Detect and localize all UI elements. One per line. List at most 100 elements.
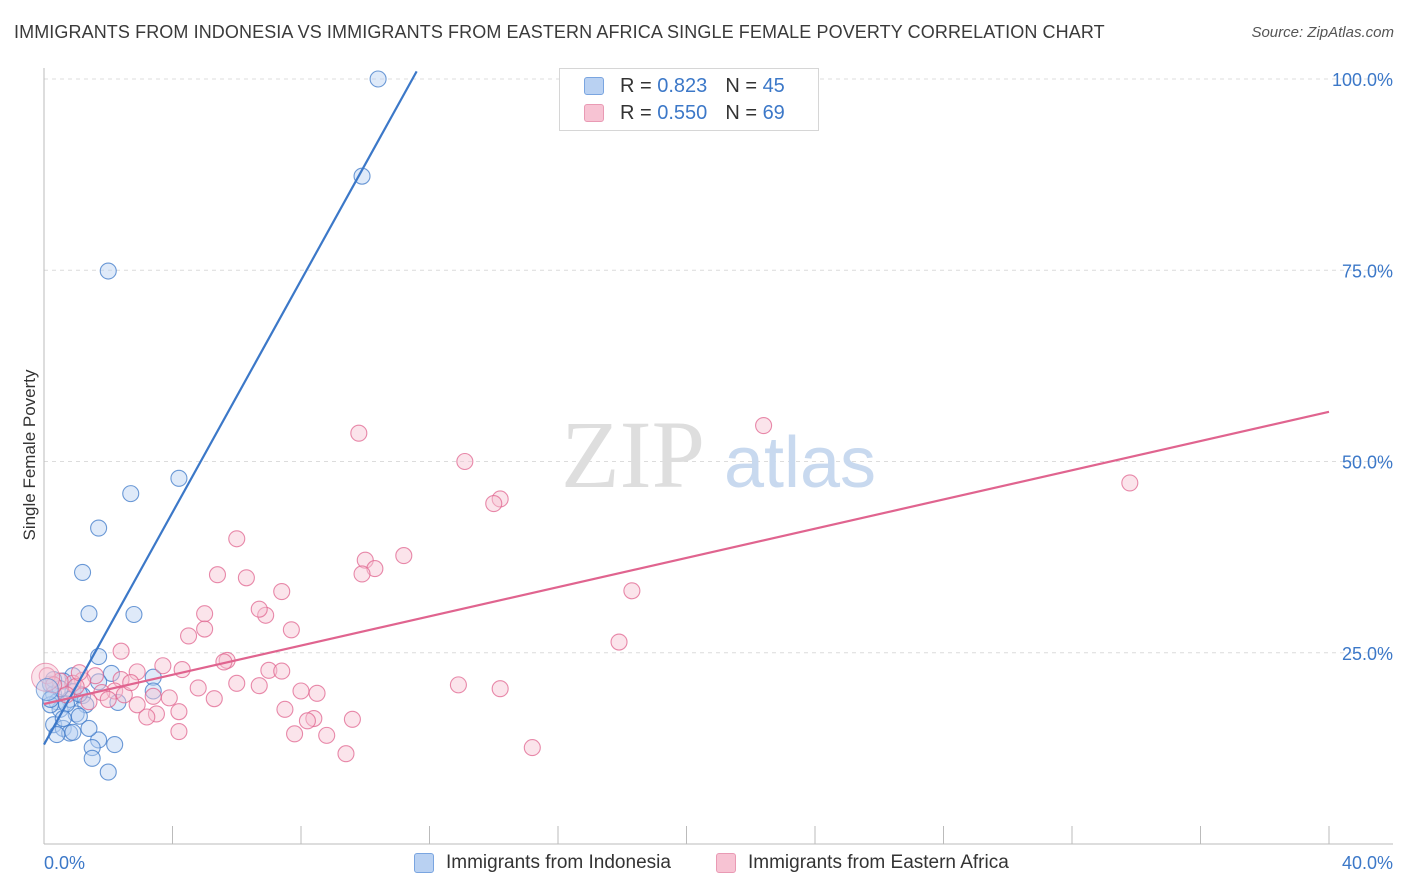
trend-layer [43,70,1330,746]
legend-label-indonesia: Immigrants from Indonesia [446,852,671,873]
chart-title: IMMIGRANTS FROM INDONESIA VS IMMIGRANTS … [14,22,1105,42]
legend-r-value: 0.823 [657,74,708,97]
data-point-indonesia [125,605,143,624]
data-point-eastern-africa [276,700,294,718]
legend-r-label: R = [620,101,652,124]
data-point-eastern-africa [170,703,188,721]
data-point-eastern-africa [353,565,371,583]
data-point-indonesia [80,719,98,738]
legend-n-value: 69 [762,101,785,124]
legend-row-indonesia: R = 0.823 N = 45 [584,74,785,98]
data-point-indonesia [144,682,162,700]
data-point-eastern-africa [250,600,268,618]
data-point-indonesia [170,469,188,487]
stats-legend: R = 0.823 N = 45 R = 0.550 N = 69 [559,68,819,131]
data-point-indonesia [122,485,140,503]
legend-label-eastern-africa: Immigrants from Eastern Africa [748,852,1009,873]
y-tick-label: 100.0% [1332,70,1393,90]
data-point-eastern-africa [237,569,255,587]
data-point-eastern-africa [610,633,628,651]
data-point-eastern-africa [189,679,207,697]
trendline-indonesia [43,70,418,746]
data-point-indonesia [99,763,117,781]
data-point-eastern-africa [31,662,61,692]
data-point-eastern-africa [45,676,63,694]
legend-swatch-blue [584,77,604,95]
data-point-eastern-africa [308,684,326,702]
data-point-eastern-africa [250,677,268,695]
y-tick-label: 75.0% [1342,261,1393,281]
data-point-eastern-africa [144,687,162,705]
data-point-eastern-africa [99,690,117,708]
data-point-indonesia [99,262,117,280]
data-point-eastern-africa [112,642,130,660]
data-point-eastern-africa [292,682,310,700]
data-point-eastern-africa [282,621,300,639]
data-point-eastern-africa [337,745,355,763]
data-point-eastern-africa [260,661,278,679]
tick-label-layer: 25.0% 50.0% 75.0% 100.0% 0.0% 40.0% [44,70,1393,873]
data-point-indonesia [64,723,82,741]
data-point-eastern-africa [318,726,336,744]
data-point-eastern-africa [755,416,773,435]
grid-layer [44,78,1393,654]
data-point-eastern-africa [273,582,291,601]
data-point-indonesia [48,726,66,744]
data-point-eastern-africa [456,452,474,471]
source-credit: Source: ZipAtlas.com [1251,24,1394,41]
data-point-eastern-africa [366,560,384,578]
legend-n-label: N = [725,101,757,124]
data-point-eastern-africa [196,605,214,623]
data-point-eastern-africa [170,722,188,741]
y-tick-label: 25.0% [1342,644,1393,664]
data-point-eastern-africa [180,627,198,645]
legend-n-label: N = [725,74,757,97]
data-point-eastern-africa [305,709,323,728]
data-point-eastern-africa [205,690,223,708]
data-point-eastern-africa [449,676,467,694]
data-point-eastern-africa [1121,474,1139,492]
legend-swatch-pink [716,853,736,873]
watermark-atlas: atlas [724,423,876,503]
data-point-eastern-africa [147,705,165,723]
legend-r-value: 0.550 [657,101,708,124]
data-point-eastern-africa [257,606,275,624]
watermark-zip: ZIP [561,401,705,508]
data-point-eastern-africa [128,663,146,681]
data-point-eastern-africa [196,620,214,638]
data-point-eastern-africa [160,689,178,707]
data-point-eastern-africa [623,582,641,600]
data-point-eastern-africa [491,680,509,698]
data-point-eastern-africa [298,712,316,730]
data-point-eastern-africa [523,739,541,757]
x-tick-label: 0.0% [44,853,85,873]
axis-layer [43,68,1393,845]
y-axis-label: Single Female Poverty [20,369,39,541]
legend-swatch-pink [584,104,604,122]
data-point-indonesia [106,735,124,754]
legend-row-eastern-africa: R = 0.550 N = 69 [584,101,785,125]
data-point-indonesia [90,519,108,537]
data-point-eastern-africa [86,667,104,685]
data-point-eastern-africa [228,674,246,692]
legend-n-value: 45 [762,74,785,97]
points-layer [31,70,1139,781]
data-point-indonesia [35,677,59,701]
data-point-eastern-africa [228,530,246,548]
data-point-indonesia [369,70,387,88]
data-point-eastern-africa [395,547,413,565]
y-tick-label: 50.0% [1342,453,1393,473]
data-point-eastern-africa [356,551,374,569]
data-point-eastern-africa [273,662,291,680]
data-point-indonesia [83,749,101,767]
data-point-eastern-africa [208,566,227,584]
data-point-eastern-africa [485,495,503,513]
watermark: ZIP atlas [561,401,876,508]
data-point-indonesia [74,563,92,581]
data-point-eastern-africa [128,696,146,714]
data-point-eastern-africa [154,657,172,675]
data-point-eastern-africa [286,725,304,743]
data-point-eastern-africa [350,424,368,442]
x-tick-label: 40.0% [1342,853,1393,873]
